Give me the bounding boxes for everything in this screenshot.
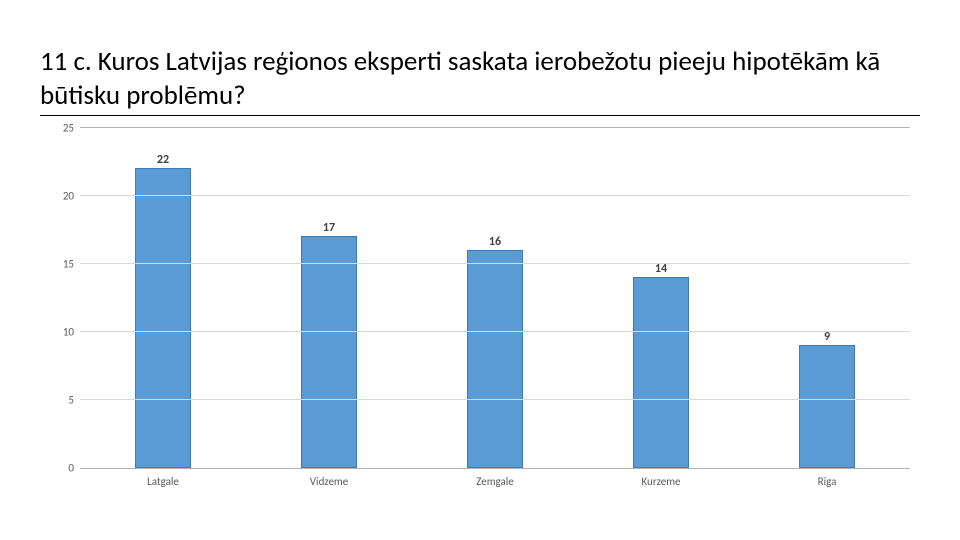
gridline: [80, 195, 910, 196]
bar-slot: 22: [80, 168, 246, 467]
bar-value-label: 14: [655, 262, 667, 276]
y-axis-label: 10: [52, 325, 74, 338]
gridline: [80, 331, 910, 332]
plot-area: 22 17 16 14: [80, 128, 910, 469]
y-axis-label: 0: [52, 461, 74, 474]
y-axis-label: 20: [52, 189, 74, 202]
gridline: [80, 399, 910, 400]
x-axis-label: Latgale: [80, 475, 246, 488]
x-axis-label: Rīga: [744, 475, 910, 488]
bar-value-label: 17: [323, 221, 335, 235]
bar: 22: [135, 168, 191, 467]
bar: 16: [467, 250, 523, 468]
bar-slot: 9: [744, 345, 910, 467]
x-axis-label: Kurzeme: [578, 475, 744, 488]
y-axis-label: 5: [52, 393, 74, 406]
y-axis-label: 25: [52, 121, 74, 134]
bar-slot: 17: [246, 236, 412, 467]
gridline: [80, 263, 910, 264]
gridline: [80, 127, 910, 128]
bar: 9: [799, 345, 855, 467]
chart-title: 11 c. Kuros Latvijas reģionos eksperti s…: [40, 45, 920, 116]
bar-value-label: 16: [489, 235, 501, 249]
y-axis-label: 15: [52, 257, 74, 270]
bars-container: 22 17 16 14: [80, 128, 910, 468]
bar-chart: 22 17 16 14: [80, 128, 910, 488]
slide: 11 c. Kuros Latvijas reģionos eksperti s…: [0, 0, 960, 540]
bar-value-label: 22: [157, 153, 169, 167]
bar-slot: 16: [412, 250, 578, 468]
bar-slot: 14: [578, 277, 744, 467]
bar-value-label: 9: [824, 330, 830, 344]
x-axis-label: Zemgale: [412, 475, 578, 488]
bar: 14: [633, 277, 689, 467]
x-axis-label: Vidzeme: [246, 475, 412, 488]
bar: 17: [301, 236, 357, 467]
x-axis-labels: Latgale Vidzeme Zemgale Kurzeme Rīga: [80, 475, 910, 488]
